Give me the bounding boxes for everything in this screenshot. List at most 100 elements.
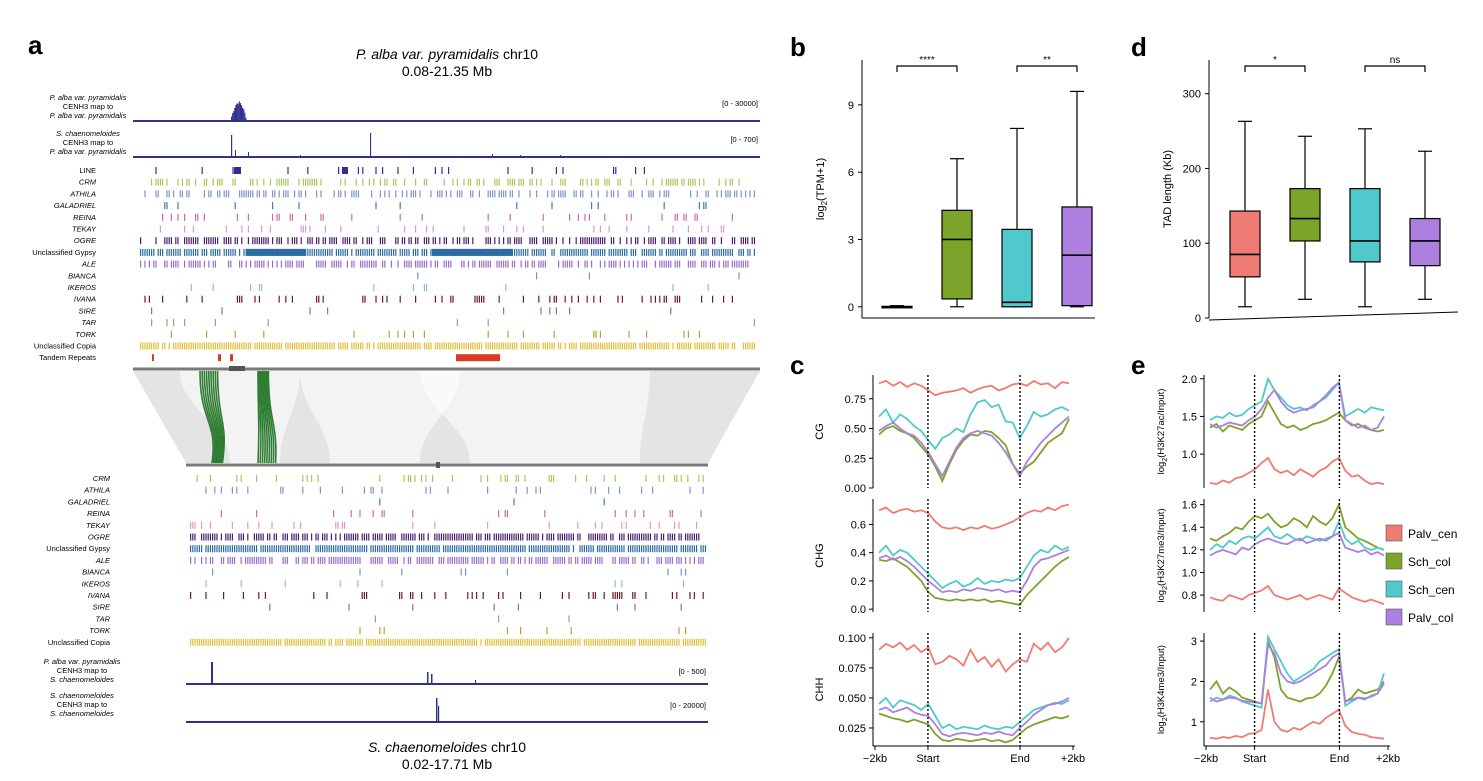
top-track-unclassified-copia-mark — [630, 342, 632, 350]
bottom-track-crm-mark — [480, 475, 482, 482]
top-track-unclassified-gypsy-mark — [685, 248, 687, 256]
top-track-unclassified-gypsy-mark — [404, 248, 406, 256]
top-track-ale-mark — [703, 260, 705, 268]
top-centromere-block — [229, 366, 245, 372]
top-track-line-mark — [531, 167, 533, 174]
bottom-track-unclassified-copia-mark — [275, 638, 277, 646]
bottom-track-unclassified-gypsy-mark — [614, 545, 616, 553]
bottom-track-bianca-mark — [506, 568, 508, 576]
top-track-unclassified-gypsy-mark — [668, 248, 670, 256]
top-track-athila-mark — [437, 190, 439, 198]
top-track-unclassified-copia-mark — [448, 342, 450, 350]
bottom-track-unclassified-gypsy-mark — [427, 545, 429, 553]
top-track-line-mark — [232, 167, 234, 174]
top-track-athila-mark — [668, 190, 670, 198]
bottom-track-ale-mark — [561, 556, 563, 564]
top-track-ogre-mark — [745, 237, 747, 245]
top-track-line-mark — [434, 167, 436, 174]
bottom-track-ale-mark — [647, 556, 649, 564]
panelD-box-Sch_cen — [1349, 188, 1381, 263]
bottom-track-ogre-mark — [350, 533, 352, 541]
top-track-unclassified-copia-mark — [672, 342, 674, 350]
bottom-track-unclassified-copia-mark — [660, 638, 662, 646]
bottom-track-unclassified-gypsy-mark — [665, 545, 667, 553]
top-track-tekay-mark — [648, 225, 650, 233]
top-track-unclassified-copia-mark — [731, 342, 733, 350]
top-track-crm-mark — [586, 178, 588, 186]
top-track-unclassified-copia-mark — [709, 342, 711, 350]
bottom-track-unclassified-gypsy-mark — [379, 545, 381, 553]
bottom-track-galadriel-mark — [603, 498, 605, 506]
bottom-track-tar-mark — [568, 615, 570, 623]
top-track-ogre-mark — [155, 237, 157, 245]
bottom-track-unclassified-copia-mark — [240, 638, 242, 646]
top-track-crm-mark — [509, 178, 511, 186]
bottom-track-ogre-mark — [418, 533, 420, 541]
top-track-athila-mark — [252, 190, 254, 198]
bottom-track-athila-mark — [619, 486, 621, 494]
top-track-athila-mark — [344, 190, 346, 198]
bottom-track-tekay-mark — [696, 521, 698, 529]
panelC-y-tick-label: 0.50 — [845, 424, 866, 436]
top-track-unclassified-copia-mark — [157, 342, 159, 350]
bottom-track-tekay-mark — [412, 521, 414, 529]
bottom-track-unclassified-copia-mark — [396, 638, 398, 646]
top-track-unclassified-gypsy-mark — [311, 248, 313, 256]
bottom-track-unclassified-copia-mark — [207, 638, 209, 646]
bottom-track-unclassified-copia-mark — [337, 638, 339, 646]
top-track-ogre-mark — [410, 237, 412, 245]
bottom-track-ogre-mark — [238, 533, 240, 541]
top-track-ale-mark — [280, 260, 282, 268]
bottom-track-unclassified-copia-mark — [550, 638, 552, 646]
bottom-track-ogre-mark — [421, 533, 423, 541]
top-track-ale-mark — [511, 260, 513, 268]
bottom-track-ivana-mark — [561, 592, 563, 599]
bottom-track-unclassified-copia-mark — [698, 638, 700, 646]
top-track-unclassified-gypsy-block — [432, 248, 512, 256]
top-track-unclassified-copia-mark — [296, 342, 298, 350]
bottom-track-ogre-mark — [674, 533, 676, 541]
bottom-track-crm-mark — [680, 475, 682, 482]
top-track-athila-mark — [439, 190, 441, 198]
top-track-unclassified-gypsy-mark — [228, 248, 230, 256]
top-track-unclassified-gypsy-mark — [175, 248, 177, 256]
top-track-tork-mark — [388, 330, 390, 338]
top-track-unclassified-gypsy-mark — [329, 248, 331, 256]
top-track-ogre-mark — [217, 237, 219, 245]
bottom-track-ogre-mark — [495, 533, 497, 541]
top-track-unclassified-gypsy-mark — [192, 248, 194, 256]
bottom-track-reina-mark — [669, 510, 671, 518]
bottom-track-ivana-mark — [568, 592, 570, 599]
top-track-athila-mark — [564, 190, 566, 198]
bottom-track-ale-mark — [546, 556, 548, 564]
panelE-x-tick-label: End — [1330, 753, 1350, 765]
top-track-unclassified-copia-mark — [439, 342, 441, 350]
top-track-ale-mark — [195, 260, 197, 268]
top-track-ogre-mark — [674, 237, 676, 245]
top-track-unclassified-gypsy-mark — [560, 248, 562, 256]
bottom-track-crm-mark — [425, 475, 427, 482]
bottom-track-unclassified-copia-mark — [649, 638, 651, 646]
top-track-athila-mark — [406, 190, 408, 198]
bottom-track-athila-mark — [487, 486, 489, 494]
top-track-ale-mark — [731, 260, 733, 268]
legend-swatch-Sch_cen — [1385, 580, 1403, 598]
top-track-crm-mark — [738, 178, 740, 186]
top-signal-1-peak — [245, 117, 247, 121]
top-track-unclassified-copia-mark — [201, 342, 203, 350]
top-track-ogre-mark — [705, 237, 707, 245]
bottom-track-ikeros-mark — [205, 580, 207, 588]
top-track-unclassified-copia-mark — [661, 342, 663, 350]
top-track-ale-mark — [714, 260, 716, 268]
bottom-track-unclassified-gypsy-mark — [381, 545, 383, 553]
top-track-ogre-mark — [384, 237, 386, 245]
bottom-track-ogre-mark — [599, 533, 601, 541]
top-track-tekay-mark — [225, 225, 227, 233]
top-track-reina-mark — [351, 213, 353, 221]
bottom-track-unclassified-copia-mark — [242, 638, 244, 646]
top-track-unclassified-copia-mark — [316, 342, 318, 350]
bottom-track-athila-mark — [429, 486, 431, 494]
bottom-track-unclassified-gypsy-mark — [326, 545, 328, 553]
bottom-track-bianca-mark — [359, 568, 361, 576]
top-track-ogre-mark — [445, 237, 447, 245]
